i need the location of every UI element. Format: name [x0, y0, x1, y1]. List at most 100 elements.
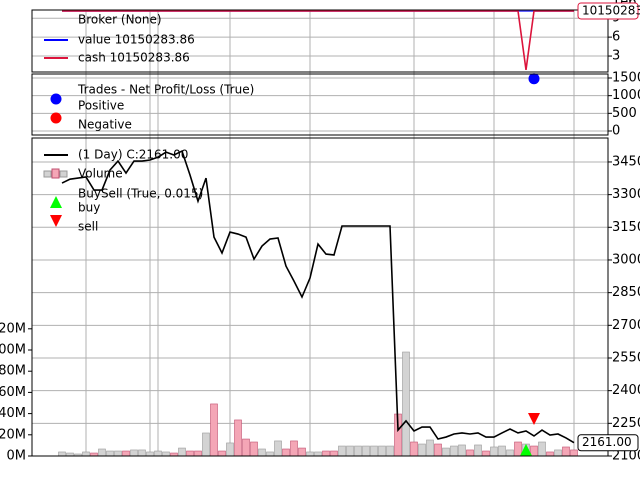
volume-bar [458, 444, 466, 457]
legend-label: Volume [78, 167, 123, 181]
volume-bar [274, 440, 282, 457]
volume-bar [250, 441, 258, 457]
last-value-label: 10150283.86 [582, 3, 640, 17]
volume-bar [474, 444, 482, 457]
volume-bar [338, 445, 346, 457]
legend-swatch [51, 168, 60, 179]
legend-label: (1 Day) C:2161.00 [78, 148, 188, 162]
last-value-label: 2161.00 [582, 435, 632, 449]
legend-swatch [50, 93, 62, 105]
legend-swatch [43, 170, 52, 178]
volume-bar [210, 403, 218, 457]
volume-bar [410, 441, 418, 457]
legend-label: Negative [78, 118, 132, 132]
volume-bar [234, 419, 242, 457]
legend-title: Trades - Net Profit/Loss (True) [77, 83, 254, 97]
volume-bar [362, 445, 370, 457]
volume-bar [562, 446, 570, 457]
panel-frame [31, 137, 609, 457]
volume-bar [354, 445, 362, 457]
y-tick-label: 1000 [612, 88, 640, 103]
signal-marker [528, 412, 540, 425]
y2-tick-label: 60M [0, 385, 26, 400]
y-tick-label: 2550 [612, 350, 640, 365]
legend-label: cash 10150283.86 [78, 51, 190, 65]
y2-tick-label: 120M [0, 321, 26, 336]
volume-bar [178, 447, 186, 457]
volume-bar [418, 443, 426, 457]
y2-tick-label: 100M [0, 343, 26, 358]
volume-bar [346, 445, 354, 457]
volume-bar [226, 442, 234, 457]
legend-swatch [50, 112, 62, 124]
panel-frame [31, 73, 609, 136]
legend-label: buy [78, 201, 100, 215]
volume-bar [442, 447, 450, 457]
y-tick-label: 3150 [612, 220, 640, 235]
legend-label: sell [78, 220, 98, 234]
volume-bar [570, 449, 578, 457]
volume-bar [82, 451, 90, 457]
volume-bar [130, 449, 138, 457]
volume-bar [506, 449, 514, 457]
volume-bar [146, 451, 154, 457]
volume-bar [162, 451, 170, 457]
volume-bar [114, 450, 122, 457]
volume-bar [258, 448, 266, 457]
series-line [61, 149, 575, 444]
y-tick-label: 3300 [612, 187, 640, 202]
volume-bar [98, 448, 106, 457]
legend-group-title: BuySell (True, 0.015) [78, 187, 203, 201]
legend-swatch [50, 196, 62, 208]
y-tick-label: 2400 [612, 383, 640, 398]
last-value-box [577, 434, 639, 452]
y2-tick-label: 0M [7, 449, 27, 464]
volume-bar [538, 441, 546, 457]
plot-area [62, 10, 574, 71]
y2-tick-label: 80M [0, 364, 26, 379]
plot-area [528, 73, 540, 85]
volume-bar [490, 446, 498, 457]
volume-bar [434, 443, 442, 457]
plot-area [58, 149, 578, 457]
panel-frame [31, 9, 609, 73]
volume-bar [466, 449, 474, 457]
y2-tick-label: 40M [0, 406, 26, 421]
volume-bar [218, 450, 226, 457]
y-tick-label: 2850 [612, 285, 640, 300]
x-grid [85, 10, 575, 456]
volume-bar [186, 450, 194, 457]
trade-dot [528, 73, 540, 85]
volume-bar [290, 440, 298, 457]
y2-tick-label: 20M [0, 427, 26, 442]
volume-bar [482, 450, 490, 457]
volume-bar [58, 451, 66, 457]
volume-bar [498, 445, 506, 457]
y-tick-label: 3000 [612, 252, 640, 267]
volume-bar [154, 450, 162, 457]
volume-bar [122, 450, 130, 457]
legend-label: value 10150283.86 [78, 33, 195, 47]
volume-bar [242, 438, 250, 457]
signal-marker [520, 443, 532, 456]
y-tick-label: 2250 [612, 416, 640, 431]
volume-bar [514, 441, 522, 457]
y-tick-label: 500 [612, 106, 637, 121]
legend-swatch [59, 170, 68, 178]
volume-bar [266, 451, 274, 457]
legend-swatch [50, 215, 62, 227]
legend-label: Positive [78, 99, 124, 113]
volume-bar [314, 451, 322, 457]
y-tick-label: 6 [612, 30, 620, 45]
y-tick-label: 3 [612, 49, 620, 64]
volume-bar [202, 432, 210, 457]
volume-bar [106, 450, 114, 457]
series-line [62, 10, 574, 71]
last-value-box [577, 2, 639, 20]
volume-bar [386, 445, 394, 457]
volume-bar [138, 449, 146, 457]
volume-bar [546, 451, 554, 457]
y-tick-label: 2700 [612, 318, 640, 333]
volume-bar [530, 445, 538, 457]
